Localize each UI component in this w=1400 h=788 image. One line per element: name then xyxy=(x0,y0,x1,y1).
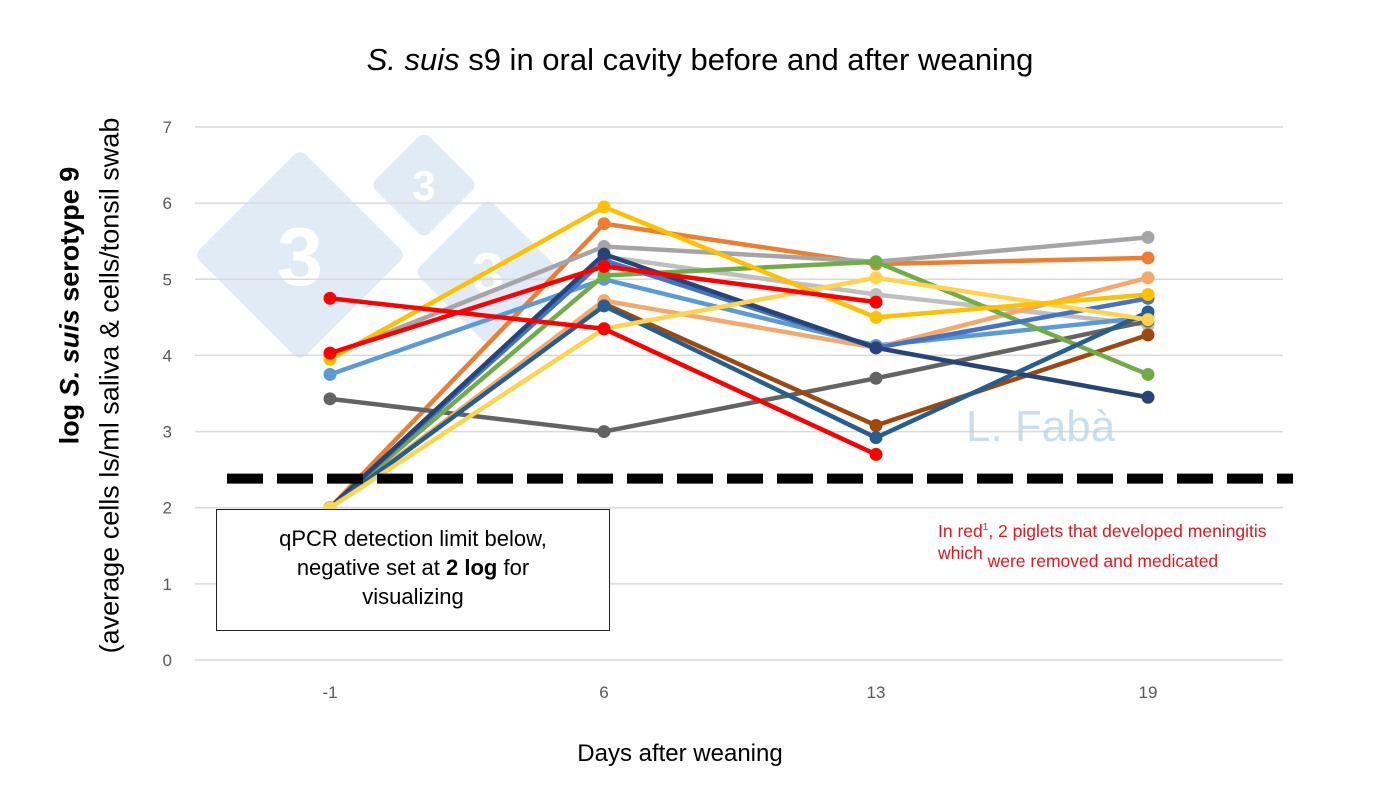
data-point xyxy=(869,271,883,285)
series-line-1 xyxy=(328,221,1149,510)
y-axis-label: log S. suis serotype 9 xyxy=(54,166,85,445)
data-point xyxy=(1141,230,1155,244)
chart-title: S. suis s9 in oral cavity before and aft… xyxy=(366,42,1034,77)
data-point xyxy=(1141,288,1155,302)
logo-digit: 3 xyxy=(412,162,435,209)
logo-digit: 3 xyxy=(277,211,323,303)
data-point xyxy=(869,255,883,269)
data-point xyxy=(597,217,611,231)
y-tick-label: 5 xyxy=(163,270,172,289)
data-point xyxy=(869,447,883,461)
series-line-4 xyxy=(329,277,1149,377)
author-watermark: L. Fabà xyxy=(966,402,1116,451)
logo-diamond xyxy=(373,134,475,236)
detection-limit-note: qPCR detection limit below, negative set… xyxy=(216,509,610,631)
data-point xyxy=(869,431,883,445)
y-tick-label: 4 xyxy=(163,346,172,365)
data-point xyxy=(1141,251,1155,265)
data-point xyxy=(869,295,883,309)
data-point xyxy=(597,425,611,439)
x-tick-label: 6 xyxy=(599,683,608,702)
x-tick-label: -1 xyxy=(322,683,337,702)
data-point xyxy=(1141,313,1155,327)
data-point xyxy=(597,268,611,282)
y-tick-label: 2 xyxy=(163,499,172,518)
meningitis-note: In red1, 2 piglets that developed mening… xyxy=(938,515,1271,571)
data-point xyxy=(597,247,611,261)
data-point xyxy=(323,291,337,305)
y-tick-label: 0 xyxy=(163,651,172,670)
data-point xyxy=(323,367,337,381)
y-axis-label-line2: (average cells ls/ml saliva & cells/tons… xyxy=(94,117,125,654)
series-line-12 xyxy=(328,275,1149,510)
data-point xyxy=(869,341,883,355)
x-tick-label: 13 xyxy=(867,683,886,702)
data-point xyxy=(869,418,883,432)
series-line-13 xyxy=(328,204,1149,362)
data-point xyxy=(323,346,337,360)
data-point xyxy=(597,200,611,214)
y-tick-label: 7 xyxy=(163,118,172,137)
data-point xyxy=(869,310,883,324)
y-tick-label: 6 xyxy=(163,194,172,213)
data-point xyxy=(1141,367,1155,381)
y-tick-label: 3 xyxy=(163,423,172,442)
y-tick-label: 1 xyxy=(163,575,172,594)
data-point xyxy=(597,259,611,273)
data-point xyxy=(1141,328,1155,342)
data-point xyxy=(323,392,337,406)
data-point xyxy=(869,371,883,385)
series-line-5 xyxy=(329,318,1149,434)
data-point xyxy=(1141,271,1155,285)
data-point xyxy=(1141,390,1155,404)
series-line-11 xyxy=(328,303,1149,510)
data-point xyxy=(597,322,611,336)
series-line-2 xyxy=(329,235,1149,358)
x-axis-label: Days after weaning xyxy=(577,740,783,767)
x-tick-label: 19 xyxy=(1139,683,1158,702)
series-line-8 xyxy=(328,259,1149,510)
data-point xyxy=(597,299,611,313)
